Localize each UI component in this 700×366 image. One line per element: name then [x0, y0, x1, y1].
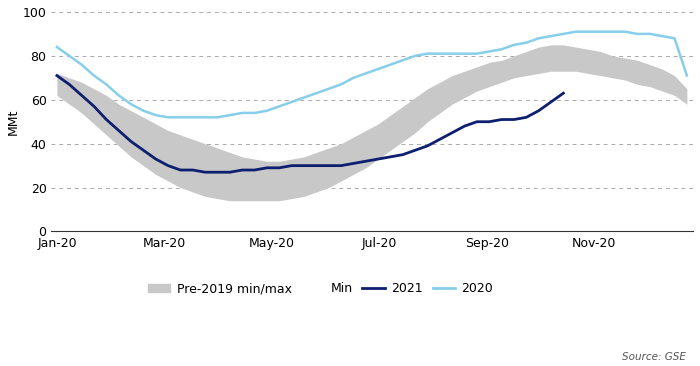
Y-axis label: MMt: MMt — [7, 109, 20, 135]
Text: Source: GSE: Source: GSE — [622, 352, 686, 362]
Legend: Pre-2019 min/max, Min, 2021, 2020: Pre-2019 min/max, Min, 2021, 2020 — [143, 277, 498, 300]
